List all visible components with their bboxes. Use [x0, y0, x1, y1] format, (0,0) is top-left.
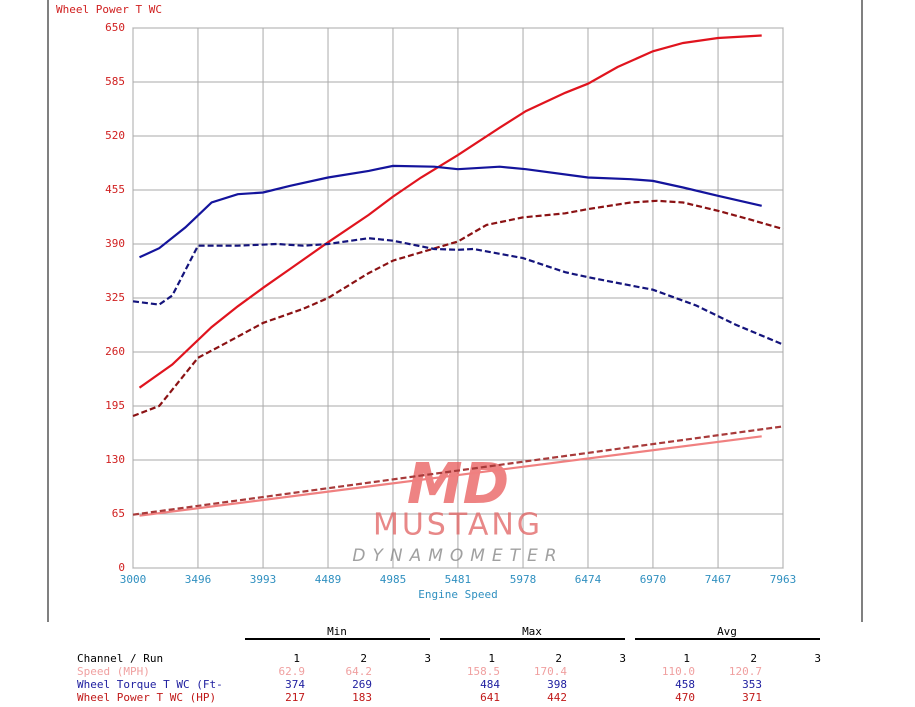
x-tick-label: 4985 [380, 573, 407, 586]
table-cell: 217 [285, 691, 305, 704]
x-tick-label: 3000 [120, 573, 147, 586]
series-line [132, 199, 784, 418]
run-header: 1 [488, 652, 495, 665]
y-tick-label: 390 [105, 237, 125, 250]
x-tick-label: 6474 [575, 573, 602, 586]
table-cell: 442 [547, 691, 567, 704]
table-cell: 398 [547, 678, 567, 691]
run-header: 1 [683, 652, 690, 665]
table-cell: 353 [742, 678, 762, 691]
table-cell: 158.5 [467, 665, 500, 678]
channel-name: Wheel Torque T WC (Ft- [77, 678, 223, 691]
x-tick-label: 7467 [705, 573, 732, 586]
watermark-mark: MD [407, 452, 509, 517]
watermark-line2: DYNAMOMETER [352, 546, 563, 566]
chart-title: Wheel Power T WC [56, 3, 162, 16]
table-cell: 374 [285, 678, 305, 691]
run-header: 2 [360, 652, 367, 665]
channel-name: Speed (MPH) [77, 665, 150, 678]
run-header: 2 [750, 652, 757, 665]
table-cell: 458 [675, 678, 695, 691]
group-header: Min [327, 625, 347, 638]
y-tick-label: 520 [105, 129, 125, 142]
channel-name: Wheel Power T WC (HP) [77, 691, 216, 704]
y-tick-label: 325 [105, 291, 125, 304]
table-cell: 64.2 [346, 665, 373, 678]
series-line [132, 237, 784, 346]
x-tick-label: 6970 [640, 573, 667, 586]
y-tick-label: 0 [118, 561, 125, 574]
x-tick-label: 3496 [185, 573, 212, 586]
run-header: 3 [424, 652, 431, 665]
x-tick-label: 7963 [770, 573, 797, 586]
table-cell: 371 [742, 691, 762, 704]
y-tick-label: 585 [105, 75, 125, 88]
y-tick-label: 455 [105, 183, 125, 196]
series-line [139, 435, 762, 517]
table-cell: 120.7 [729, 665, 762, 678]
y-tick-label: 65 [112, 507, 125, 520]
y-tick-label: 650 [105, 21, 125, 34]
run-header: 1 [293, 652, 300, 665]
run-header: 3 [814, 652, 821, 665]
x-tick-label: 4489 [315, 573, 342, 586]
group-header: Avg [717, 625, 737, 638]
x-tick-label: 5978 [510, 573, 537, 586]
table-cell: 641 [480, 691, 500, 704]
y-tick-label: 195 [105, 399, 125, 412]
y-tick-label: 260 [105, 345, 125, 358]
y-tick-label: 130 [105, 453, 125, 466]
run-header: 2 [555, 652, 562, 665]
x-tick-label: 5481 [445, 573, 472, 586]
table-cell: 170.4 [534, 665, 567, 678]
watermark-line1: MUSTANG [373, 508, 543, 543]
run-header: 3 [619, 652, 626, 665]
channel-header: Channel / Run [77, 652, 163, 665]
table-cell: 183 [352, 691, 372, 704]
x-axis-label: Engine Speed [418, 588, 497, 601]
series-line [139, 164, 762, 259]
table-cell: 62.9 [279, 665, 306, 678]
series-line [132, 425, 784, 516]
table-cell: 110.0 [662, 665, 695, 678]
table-cell: 269 [352, 678, 372, 691]
x-tick-label: 3993 [250, 573, 277, 586]
group-header: Max [522, 625, 542, 638]
table-cell: 470 [675, 691, 695, 704]
table-cell: 484 [480, 678, 500, 691]
